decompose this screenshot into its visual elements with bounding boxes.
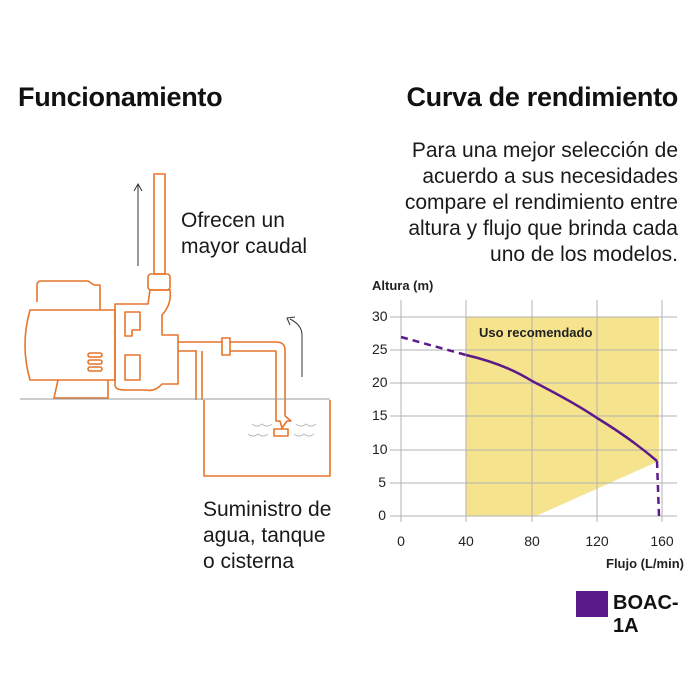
x-tick: 160 (650, 533, 674, 549)
legend-swatch (576, 591, 608, 617)
callout-line: mayor caudal (181, 235, 308, 258)
y-tick: 0 (378, 507, 386, 523)
curve-boac-1a (465, 353, 658, 462)
flow-arrow-curved-icon (286, 316, 303, 377)
x-tick: 0 (397, 533, 405, 549)
description-line: compare el rendimiento entre (404, 191, 678, 214)
x-tick: 120 (585, 533, 609, 549)
y-tick: 20 (372, 374, 388, 390)
x-tick: 80 (524, 533, 540, 549)
curve-dashed-start (400, 335, 467, 357)
x-tick: 40 (458, 533, 474, 549)
description-line: altura y flujo que brinda cada (408, 217, 678, 240)
y-tick: 30 (372, 308, 388, 324)
y-tick: 10 (372, 441, 388, 457)
flow-arrow-up-icon (133, 182, 143, 266)
description-line: uno de los modelos. (490, 243, 678, 266)
x-axis-label: Flujo (L/min) (606, 556, 684, 571)
callout-line: Suministro de (203, 498, 332, 521)
callout-higher-flow: Ofrecen un mayor caudal (181, 208, 307, 260)
legend-label: BOAC-1A (613, 592, 679, 637)
curve-dashed-end (655, 460, 661, 517)
water-waves-icon (247, 423, 317, 437)
left-panel-title: Funcionamiento (18, 82, 223, 112)
description-line: Para una mejor selección de (411, 139, 678, 162)
recommended-annotation: Uso recomendado (479, 325, 593, 340)
callout-water-supply: Suministro de agua, tanque o cisterna (203, 497, 331, 575)
y-tick: 15 (372, 407, 388, 423)
y-tick: 5 (378, 474, 386, 490)
chart-description: Para una mejor selección de acuerdo a su… (358, 138, 678, 268)
y-tick: 25 (372, 341, 388, 357)
callout-line: o cisterna (203, 550, 295, 573)
pump-icon (24, 173, 331, 477)
callout-line: agua, tanque (203, 524, 326, 547)
description-line: acuerdo a sus necesidades (422, 165, 678, 188)
callout-line: Ofrecen un (181, 209, 285, 232)
right-panel-title: Curva de rendimiento (406, 82, 678, 112)
y-axis-label: Altura (m) (372, 278, 434, 293)
